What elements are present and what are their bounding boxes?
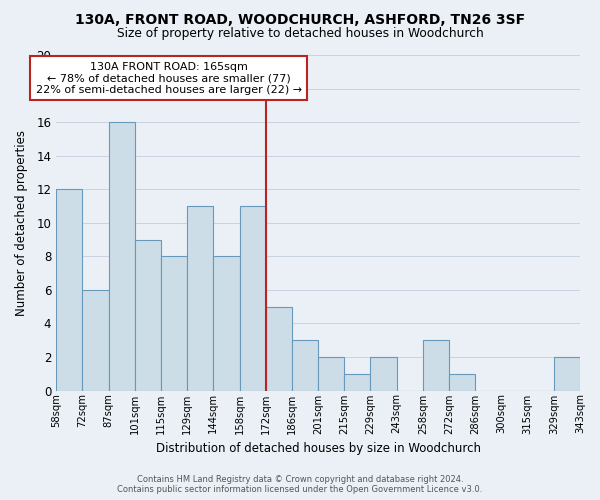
Bar — [449, 374, 475, 390]
Text: 130A, FRONT ROAD, WOODCHURCH, ASHFORD, TN26 3SF: 130A, FRONT ROAD, WOODCHURCH, ASHFORD, T… — [75, 12, 525, 26]
Text: 130A FRONT ROAD: 165sqm
← 78% of detached houses are smaller (77)
22% of semi-de: 130A FRONT ROAD: 165sqm ← 78% of detache… — [36, 62, 302, 95]
Bar — [266, 306, 292, 390]
Bar — [554, 357, 580, 390]
Bar — [318, 357, 344, 390]
Bar — [56, 189, 82, 390]
Bar — [214, 256, 239, 390]
X-axis label: Distribution of detached houses by size in Woodchurch: Distribution of detached houses by size … — [155, 442, 481, 455]
Text: Size of property relative to detached houses in Woodchurch: Size of property relative to detached ho… — [116, 28, 484, 40]
Bar — [370, 357, 397, 390]
Bar — [344, 374, 370, 390]
Bar — [423, 340, 449, 390]
Text: Contains HM Land Registry data © Crown copyright and database right 2024.
Contai: Contains HM Land Registry data © Crown c… — [118, 474, 482, 494]
Bar — [187, 206, 214, 390]
Bar — [135, 240, 161, 390]
Bar — [239, 206, 266, 390]
Bar — [161, 256, 187, 390]
Y-axis label: Number of detached properties: Number of detached properties — [15, 130, 28, 316]
Bar — [292, 340, 318, 390]
Bar — [109, 122, 135, 390]
Bar — [82, 290, 109, 390]
